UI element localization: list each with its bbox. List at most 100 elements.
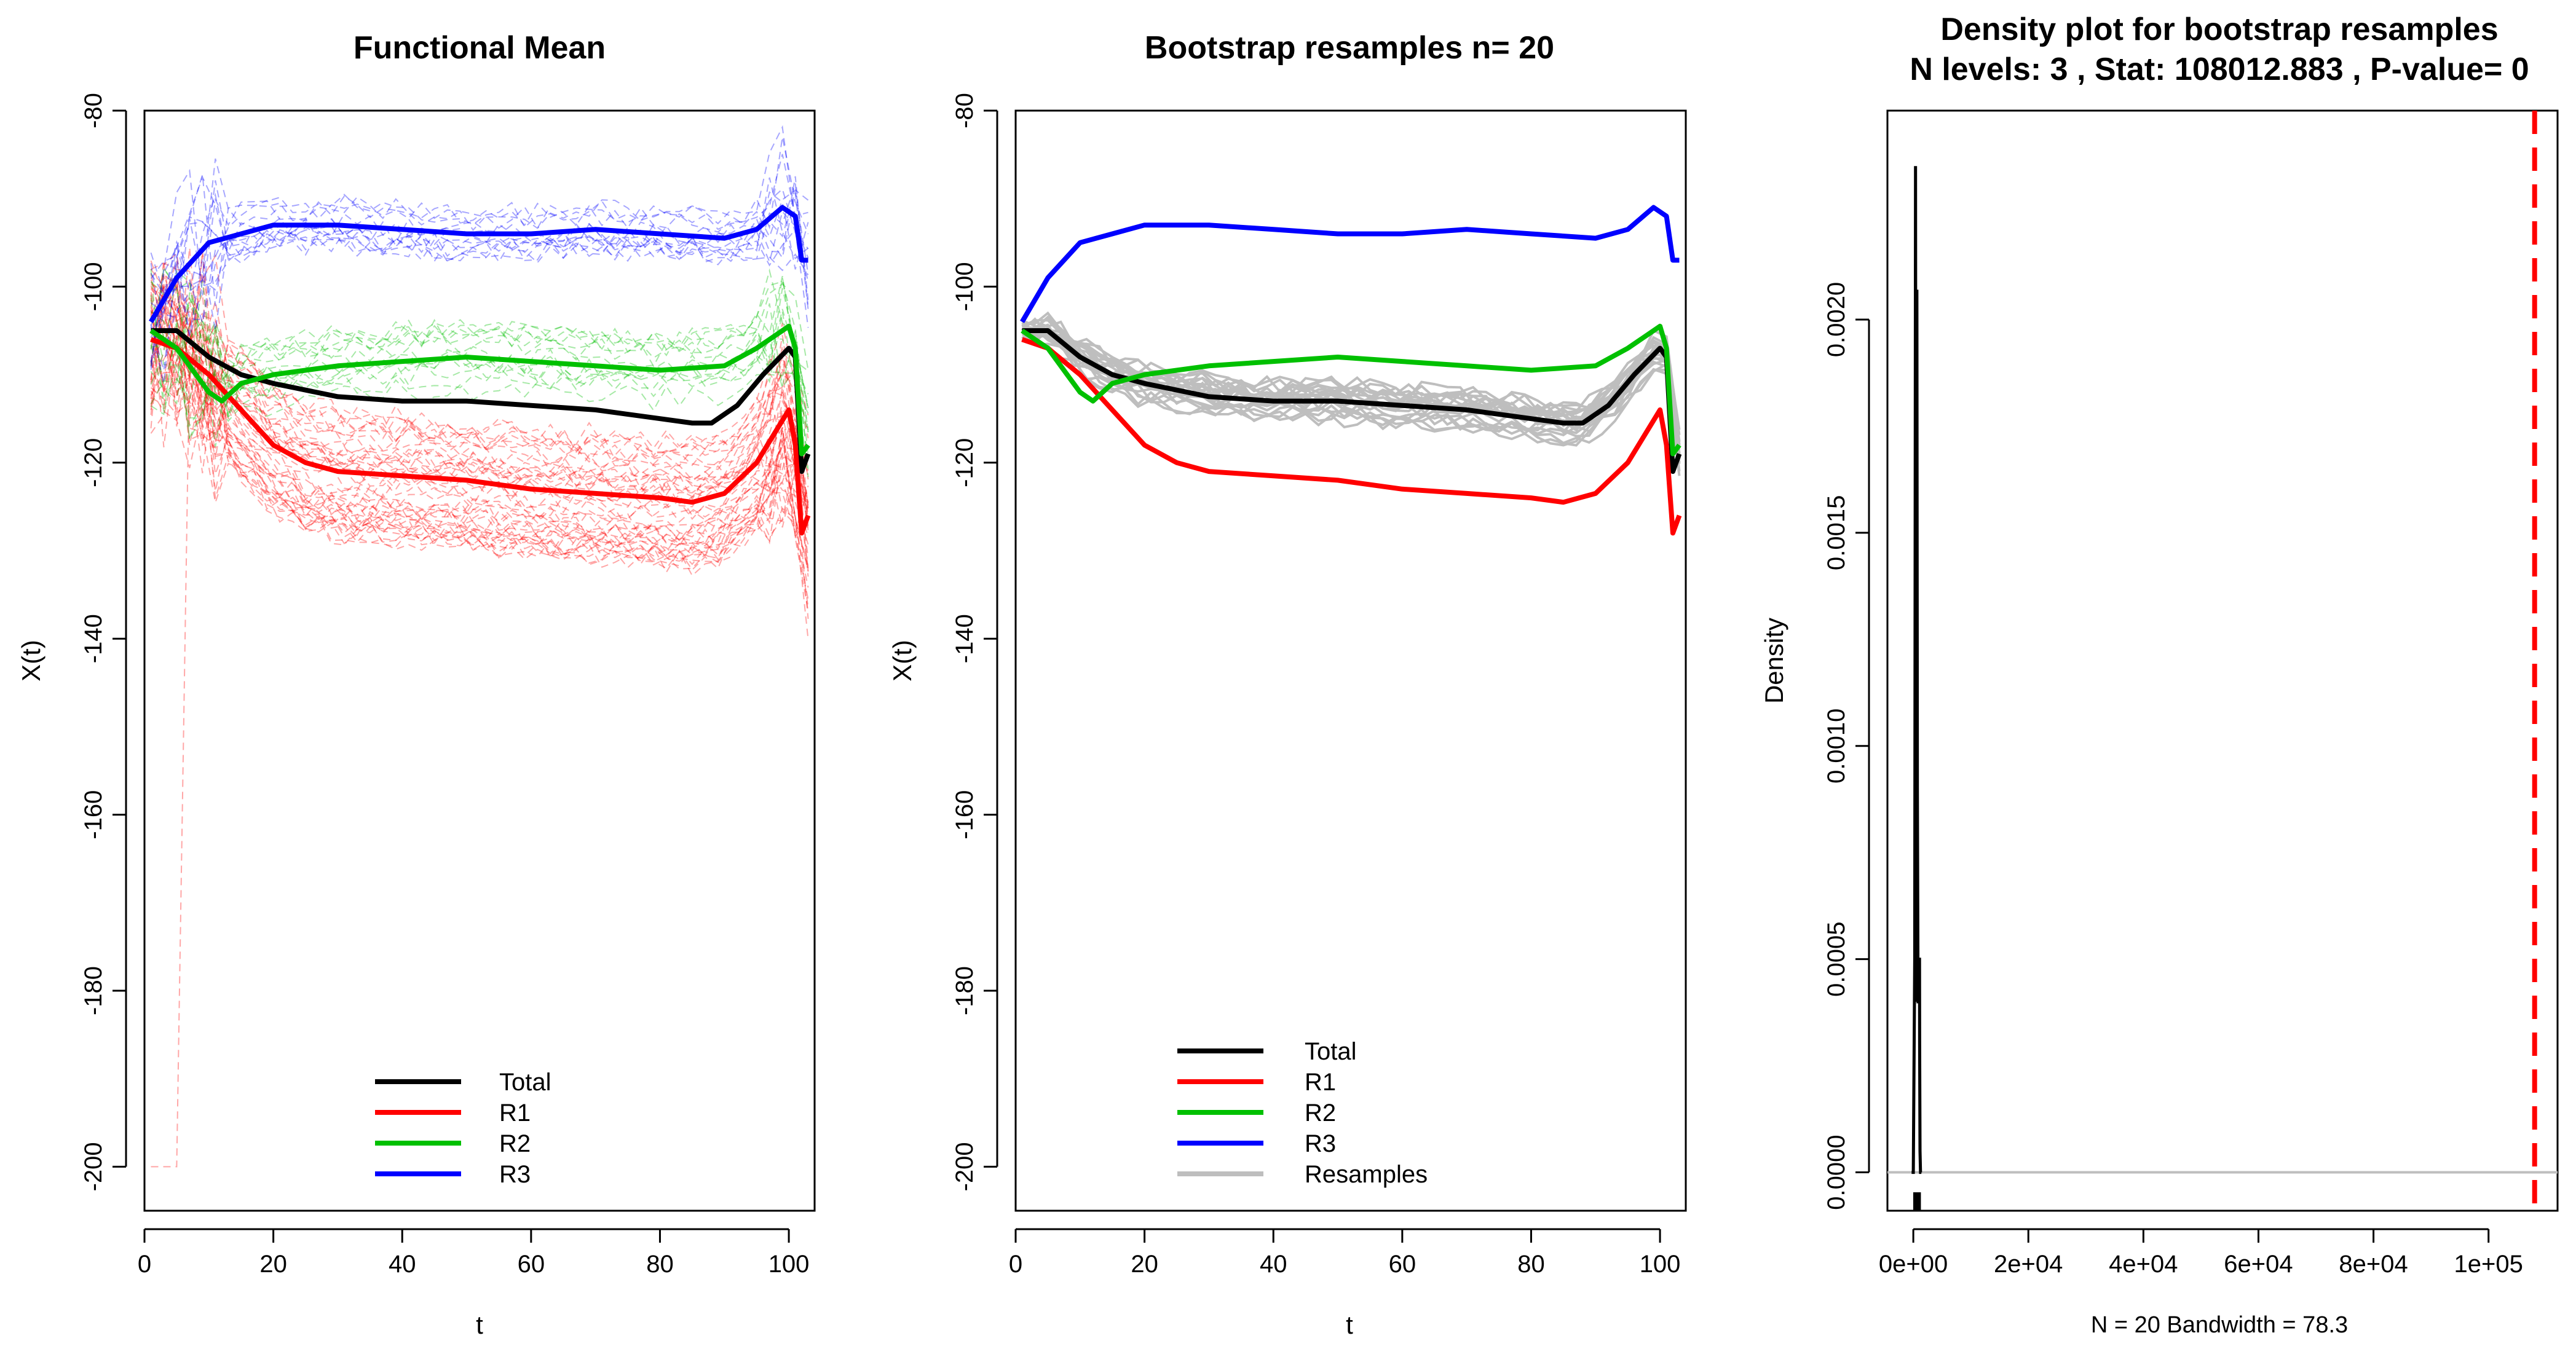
individual-curve-r1 [150,274,809,484]
y-tick-label: -200 [951,1142,978,1191]
panel1-y-axis: -200 -180 -160 -140 -120 -100 -80 [80,93,127,1191]
y-tick-label: -120 [80,438,107,487]
individual-curve-r1 [150,286,809,574]
individual-curve-r2 [150,269,809,431]
individual-curve-r2 [150,267,809,478]
individual-curve-r3 [150,125,809,332]
individual-curve-r1 [150,298,809,517]
functional-mean-panel: Functional Mean 0 20 40 60 80 100 -200 -180 -16… [17,30,816,1339]
individual-curve-r1 [150,285,809,522]
individual-curve-r1 [150,288,809,566]
individual-curve-r3 [150,180,809,300]
legend-label-total: Total [499,1069,551,1096]
individual-curve-r1 [150,358,809,612]
individual-curve-r1 [150,360,809,600]
x-tick-label: 60 [518,1251,545,1278]
individual-curve-r1 [150,286,809,553]
x-tick-label: 40 [1260,1251,1287,1278]
panel2-title: Bootstrap resamples n= 20 [1145,30,1554,66]
individual-curve-r1 [150,296,809,588]
panel3-y-label: Density [1760,618,1788,704]
resample-curve [1022,311,1681,430]
legend-label-r2: R2 [499,1130,531,1157]
individual-curve-r1 [150,287,809,569]
individual-curve-r1 [151,283,809,509]
individual-curve-r1 [150,307,809,577]
panel2-plot-frame [1014,109,1687,1212]
individual-curve-r2 [150,309,809,465]
individual-curve-r1 [151,352,809,1168]
individual-curve-r1 [150,254,808,457]
individual-curve-r1 [150,286,809,467]
individual-curve-r1 [150,297,809,620]
legend-label-r1: R1 [499,1099,531,1127]
individual-curve-r1 [150,294,809,503]
y-tick-label: 0.0015 [1823,495,1850,570]
panel3-subtitle: N levels: 3 , Stat: 108012.883 , P-value… [1910,52,2529,87]
panel2-legend: Total R1 R2 R3 Resamples [1177,1038,1428,1188]
x-tick-label: 100 [1640,1251,1681,1278]
panel2-x-label: t [1346,1310,1353,1339]
individual-curve-r1 [150,269,809,568]
individual-curve-r2 [150,299,809,457]
individual-curve-r3 [150,168,809,363]
panel2-y-label: X(t) [888,640,917,682]
individual-curve-r1 [150,272,809,492]
x-tick-label: 4e+04 [2109,1251,2178,1278]
x-tick-label: 80 [646,1251,674,1278]
y-tick-label: 0.0020 [1823,282,1850,357]
x-tick-label: 0 [138,1251,151,1278]
individual-curve-r1 [150,247,809,471]
x-tick-label: 1e+05 [2454,1251,2523,1278]
x-tick-label: 20 [259,1251,287,1278]
individual-curve-r1 [150,275,809,501]
y-tick-label: -100 [951,262,978,311]
resample-curve [1022,339,1681,476]
individual-curve-r1 [150,306,809,547]
individual-curve-r2 [151,323,809,470]
resample-curve [1021,319,1681,436]
individual-curve-r1 [150,302,809,523]
y-tick-label: 0.0010 [1823,709,1850,784]
individual-curve-r3 [150,175,809,370]
x-tick-label: 100 [768,1251,810,1278]
individual-curve-r1 [151,283,809,545]
individual-curve-r1 [150,369,809,640]
x-tick-label: 0 [1009,1251,1022,1278]
y-tick-label: -180 [80,966,107,1015]
individual-curve-r1 [150,273,809,508]
series-line-r2 [149,323,810,457]
x-tick-label: 80 [1517,1251,1545,1278]
bootstrap-resamples-panel: Bootstrap resamples n= 20 0 20 40 60 80 100 -… [888,30,1687,1339]
resample-curve [1021,320,1681,446]
y-tick-label: -100 [80,262,107,311]
legend-label-r3: R3 [1305,1130,1336,1157]
density-panel: Density plot for bootstrap resamples N l… [1760,12,2559,1338]
y-tick-label: -80 [80,93,107,128]
series-line-r1 [150,337,811,536]
x-tick-label: 20 [1131,1251,1158,1278]
panel3-title: Density plot for bootstrap resamples [1940,12,2498,47]
individual-curve-r2 [150,288,809,409]
individual-curve-r1 [151,305,809,533]
panel2-y-axis: -200 -180 -160 -140 -120 -100 -80 [951,93,998,1191]
individual-curve-r1 [150,292,809,493]
panel1-series-lines [149,205,811,536]
x-tick-label: 6e+04 [2224,1251,2293,1278]
x-tick-label: 40 [389,1251,416,1278]
panel3-y-axis: 0.0000 0.0005 0.0010 0.0015 0.0020 [1823,282,1870,1210]
individual-curve-r1 [150,261,809,526]
individual-curve-r2 [150,283,809,401]
panel3-x-axis: 0e+00 2e+04 4e+04 6e+04 8e+04 1e+05 [1879,1228,2523,1278]
series-line-total [151,328,811,474]
individual-curve-r2 [150,320,809,433]
series-line-r3 [149,205,808,323]
legend-label-r3: R3 [499,1161,531,1188]
individual-curve-r3 [150,191,809,364]
y-tick-label: -140 [80,614,107,663]
series-line-r3 [1020,205,1680,323]
y-tick-label: 0.0005 [1823,921,1850,996]
panel3-x-label: N = 20 Bandwidth = 78.3 [2091,1312,2348,1338]
